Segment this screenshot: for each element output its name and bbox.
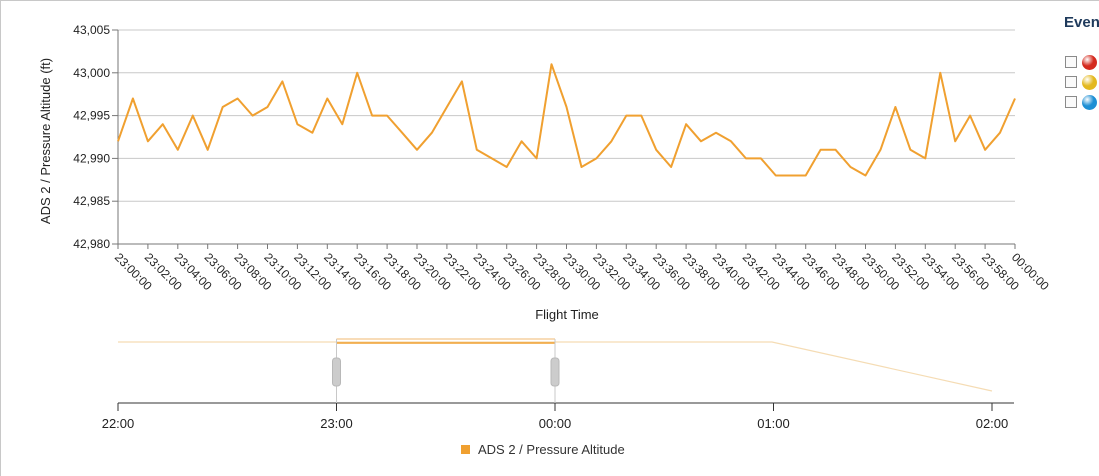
data-point[interactable] <box>117 140 119 142</box>
y-tick-label: 42,980 <box>73 237 110 251</box>
y-tick-label: 43,005 <box>73 23 110 37</box>
legend-label[interactable]: ADS 2 / Pressure Altitude <box>478 442 625 457</box>
data-point[interactable] <box>147 140 149 142</box>
navigator-tick-label: 22:00 <box>102 416 135 431</box>
data-point[interactable] <box>969 115 971 117</box>
navigator-handle-left[interactable] <box>332 357 341 387</box>
data-point[interactable] <box>506 166 508 168</box>
data-point[interactable] <box>909 149 911 151</box>
legend[interactable]: ADS 2 / Pressure Altitude <box>461 442 625 457</box>
data-point[interactable] <box>521 140 523 142</box>
data-point[interactable] <box>222 106 224 108</box>
data-point[interactable] <box>401 132 403 134</box>
data-point[interactable] <box>536 157 538 159</box>
event-row[interactable] <box>1065 75 1099 91</box>
data-point[interactable] <box>192 115 194 117</box>
data-point[interactable] <box>625 115 627 117</box>
data-point[interactable] <box>655 149 657 151</box>
data-point[interactable] <box>237 98 239 100</box>
data-point[interactable] <box>281 80 283 82</box>
data-point[interactable] <box>431 132 433 134</box>
data-point[interactable] <box>894 106 896 108</box>
data-point[interactable] <box>267 106 269 108</box>
navigator-tick-label: 23:00 <box>320 416 353 431</box>
data-point[interactable] <box>685 123 687 125</box>
data-point[interactable] <box>715 132 717 134</box>
data-point[interactable] <box>865 175 867 177</box>
event-row[interactable] <box>1065 55 1099 71</box>
data-point[interactable] <box>745 157 747 159</box>
data-point[interactable] <box>356 72 358 74</box>
y-tick-label: 42,990 <box>73 151 110 165</box>
data-point[interactable] <box>999 132 1001 134</box>
data-point[interactable] <box>296 123 298 125</box>
data-point[interactable] <box>984 149 986 151</box>
event-checkbox[interactable] <box>1065 96 1077 108</box>
data-point[interactable] <box>207 149 209 151</box>
data-point[interactable] <box>775 175 777 177</box>
y-tick-label: 43,000 <box>73 66 110 80</box>
data-point[interactable] <box>416 149 418 151</box>
data-point[interactable] <box>341 123 343 125</box>
data-point[interactable] <box>581 166 583 168</box>
navigator[interactable]: 22:00 23:00 00:00 01:00 02:00 <box>102 338 1014 431</box>
data-point[interactable] <box>939 72 941 74</box>
x-axis-label: Flight Time <box>535 307 599 322</box>
events-panel: Events <box>1056 0 1099 130</box>
navigator-tick-label: 01:00 <box>757 416 790 431</box>
data-point[interactable] <box>835 149 837 151</box>
data-point[interactable] <box>162 123 164 125</box>
data-point[interactable] <box>595 157 597 159</box>
event-row[interactable] <box>1065 95 1099 111</box>
data-point[interactable] <box>790 175 792 177</box>
data-point[interactable] <box>610 140 612 142</box>
red-event-icon <box>1082 55 1097 70</box>
data-point[interactable] <box>700 140 702 142</box>
series-layer <box>117 63 1016 177</box>
navigator-tick-label: 02:00 <box>976 416 1009 431</box>
y-axis: 42,980 42,985 42,990 42,995 43,000 43,005 <box>73 23 119 251</box>
x-axis: 23:00:0023:02:0023:04:0023:06:0023:08:00… <box>112 244 1052 293</box>
data-point[interactable] <box>311 132 313 134</box>
data-point[interactable] <box>850 166 852 168</box>
data-point[interactable] <box>326 98 328 100</box>
navigator-tick-label: 00:00 <box>539 416 572 431</box>
data-point[interactable] <box>132 98 134 100</box>
data-point[interactable] <box>820 149 822 151</box>
data-point[interactable] <box>551 63 553 65</box>
data-point[interactable] <box>566 106 568 108</box>
event-checkbox[interactable] <box>1065 76 1077 88</box>
data-point[interactable] <box>760 157 762 159</box>
y-tick-label: 42,985 <box>73 194 110 208</box>
data-point[interactable] <box>371 115 373 117</box>
data-point[interactable] <box>730 140 732 142</box>
grid-lines <box>118 29 1015 245</box>
y-tick-label: 42,995 <box>73 109 110 123</box>
data-point[interactable] <box>446 106 448 108</box>
data-point[interactable] <box>386 115 388 117</box>
data-point[interactable] <box>805 175 807 177</box>
data-point[interactable] <box>670 166 672 168</box>
data-point[interactable] <box>924 157 926 159</box>
data-point[interactable] <box>461 80 463 82</box>
series-line[interactable] <box>117 63 1016 177</box>
blue-event-icon <box>1082 95 1097 110</box>
yellow-event-icon <box>1082 75 1097 90</box>
data-point[interactable] <box>954 140 956 142</box>
events-title: Events <box>1064 14 1099 31</box>
data-point[interactable] <box>1014 98 1016 100</box>
event-checkbox[interactable] <box>1065 56 1077 68</box>
data-point[interactable] <box>177 149 179 151</box>
data-point[interactable] <box>476 149 478 151</box>
navigator-handle-right[interactable] <box>550 357 560 387</box>
data-point[interactable] <box>640 115 642 117</box>
data-point[interactable] <box>491 157 493 159</box>
data-point[interactable] <box>252 115 254 117</box>
y-axis-label: ADS 2 / Pressure Altitude (ft) <box>38 58 53 224</box>
data-point[interactable] <box>880 149 882 151</box>
legend-swatch <box>461 445 470 454</box>
